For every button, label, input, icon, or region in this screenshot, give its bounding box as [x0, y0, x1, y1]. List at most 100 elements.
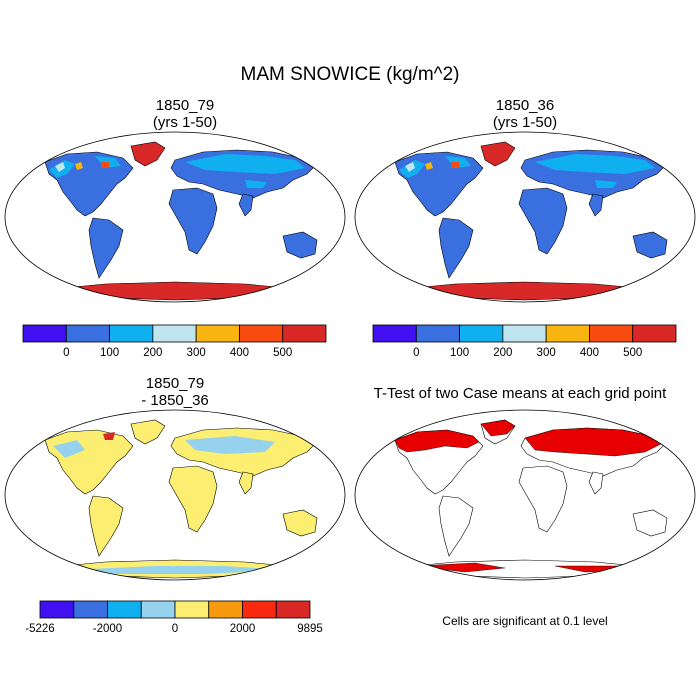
continent-africa — [518, 465, 568, 533]
continent-australia — [282, 231, 318, 259]
snow-cover-patch — [185, 154, 305, 174]
continent-greenland — [480, 141, 516, 167]
colorbar-tick-label: 300 — [536, 347, 556, 359]
snow-peak-patch — [75, 162, 83, 170]
map-border — [354, 409, 696, 581]
figure-title: MAM SNOWICE (kg/m^2) — [240, 64, 460, 85]
colorbar-bottom — [39, 600, 311, 619]
colorbar-swatch — [208, 600, 243, 619]
negative-diff-patch — [53, 440, 85, 458]
colorbar-tick-label: 100 — [449, 347, 470, 359]
colorbar-tick-label: 400 — [229, 347, 250, 359]
continent-india — [238, 471, 254, 495]
significant-region — [480, 419, 516, 437]
continent-india — [238, 193, 254, 217]
panel-1-title-line1: 1850_79 — [155, 97, 215, 114]
colorbar-tick-label: 0 — [171, 623, 179, 635]
colorbar-swatch — [195, 324, 240, 343]
snow-peak-patch — [451, 162, 459, 168]
continent-greenland — [130, 419, 166, 445]
map-border — [4, 409, 346, 581]
colorbar-top-left — [22, 324, 327, 343]
continent-southAmerica — [88, 495, 124, 557]
colorbar-swatch — [459, 324, 504, 343]
snow-cover-patch — [535, 154, 655, 174]
colorbar-swatch — [275, 600, 311, 619]
colorbar-tick-label: 100 — [99, 347, 120, 359]
snow-peak-patch — [425, 162, 433, 170]
colorbar-top-right — [372, 324, 677, 343]
map-border — [354, 131, 696, 303]
colorbar-tick-label: 9895 — [297, 623, 323, 635]
snow-cover-patch — [245, 180, 267, 188]
continent-australia — [282, 509, 318, 537]
colorbar-tick-label: 0 — [413, 347, 420, 359]
colorbar-tick-label: 300 — [186, 347, 206, 359]
colorbar-swatch — [39, 600, 75, 619]
snow-peak-patch — [101, 162, 109, 168]
panel-2-title: 1850_36 (yrs 1-50) — [380, 97, 670, 131]
panel-2-title-line2: (yrs 1-50) — [492, 114, 558, 131]
colorbar-swatch — [109, 324, 154, 343]
world-map-panel-4 — [355, 410, 695, 580]
positive-diff-patch — [103, 432, 115, 440]
continent-africa — [168, 465, 218, 533]
continent-africa — [518, 187, 568, 255]
panel-4-title-line1: T-Test of two Case means at each grid po… — [373, 385, 667, 402]
continent-southAmerica — [88, 217, 124, 279]
panel-3-title: 1850_79 - 1850_36 — [35, 375, 315, 409]
panel-4-title: T-Test of two Case means at each grid po… — [350, 385, 690, 402]
significant-region — [394, 429, 480, 453]
colorbar-swatch — [372, 324, 417, 343]
snow-high-patch — [55, 162, 65, 172]
colorbar-tick-label: 400 — [579, 347, 600, 359]
colorbar-swatch — [415, 324, 460, 343]
colorbar-swatch — [65, 324, 110, 343]
colorbar-tick-label: 0 — [63, 347, 70, 359]
colorbar-tick-label: 500 — [623, 347, 643, 359]
map-border — [4, 131, 346, 303]
negative-diff-patch — [65, 566, 285, 574]
colorbar-tick-label: 2000 — [229, 623, 256, 635]
colorbar-swatch — [282, 324, 327, 343]
panel-1-title-line2: (yrs 1-50) — [152, 114, 218, 131]
colorbar-swatch — [239, 324, 284, 343]
snow-cover-patch — [595, 180, 617, 188]
world-map-panel-2 — [355, 132, 695, 302]
ttest-note: Cells are significant at 0.1 level — [442, 614, 608, 628]
colorbar-swatch — [589, 324, 634, 343]
colorbar-swatch — [152, 324, 197, 343]
continent-australia — [632, 231, 668, 259]
colorbar-tick-label: 500 — [273, 347, 293, 359]
continent-southAmerica — [438, 495, 474, 557]
colorbar-swatch — [73, 600, 108, 619]
continent-india — [588, 193, 604, 217]
colorbar-swatch — [242, 600, 277, 619]
continent-africa — [168, 187, 218, 255]
significant-region — [414, 562, 506, 573]
significant-region — [524, 427, 662, 457]
snow-high-patch — [405, 162, 415, 172]
colorbar-swatch — [632, 324, 677, 343]
colorbar-swatch — [107, 600, 142, 619]
panel-2-title-line1: 1850_36 — [495, 97, 555, 114]
continent-india — [588, 471, 604, 495]
colorbar-tick-label: 200 — [143, 347, 163, 359]
panel-3-title-line2: - 1850_36 — [141, 392, 209, 409]
colorbar-swatch — [545, 324, 590, 343]
panel-3-title-line1: 1850_79 — [145, 375, 205, 392]
continent-southAmerica — [438, 217, 474, 279]
world-map-panel-1 — [5, 132, 345, 302]
negative-diff-patch — [185, 436, 275, 454]
continent-australia — [632, 509, 668, 537]
colorbar-tick-label: -2000 — [92, 623, 123, 635]
colorbar-tick-label: 200 — [493, 347, 513, 359]
colorbar-swatch — [174, 600, 210, 619]
world-map-panel-3 — [5, 410, 345, 580]
continent-greenland — [130, 141, 166, 167]
colorbar-swatch — [22, 324, 67, 343]
panel-1-title: 1850_79 (yrs 1-50) — [40, 97, 330, 131]
colorbar-swatch — [502, 324, 547, 343]
colorbar-swatch — [140, 600, 176, 619]
